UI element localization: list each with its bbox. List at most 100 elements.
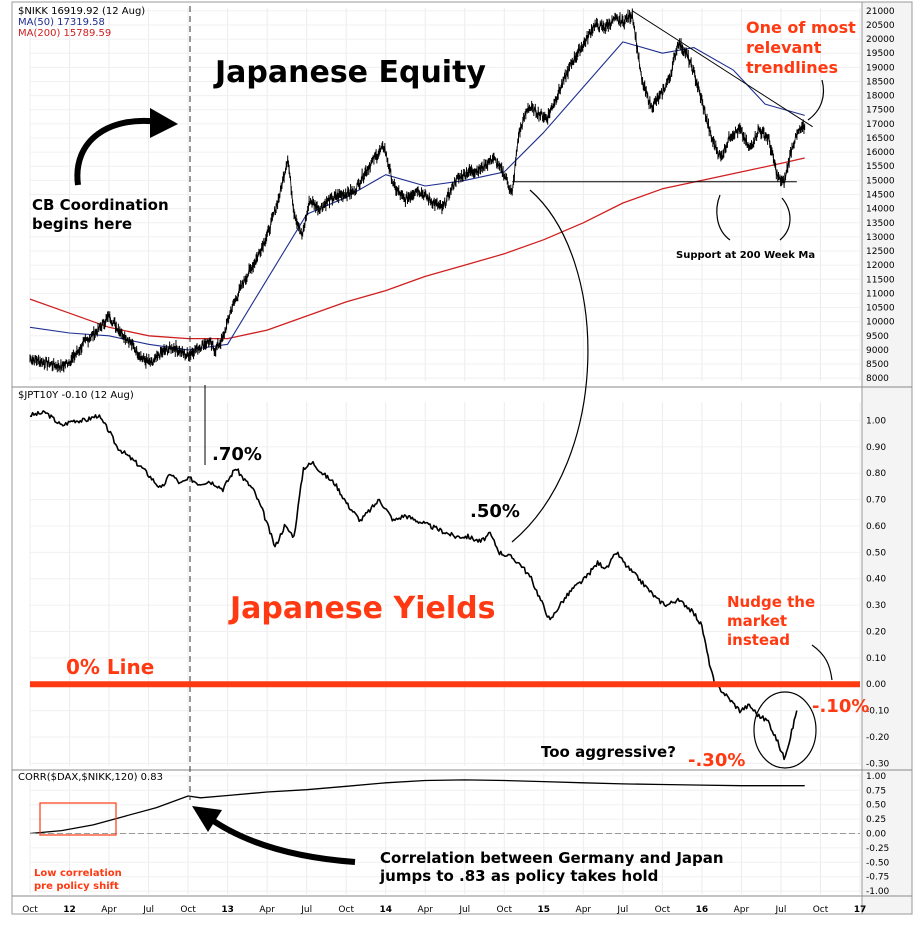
- equity-y-tick-label: 18000: [866, 92, 895, 102]
- yield-y-tick-label: 0.10: [866, 654, 886, 664]
- equity-y-tick-label: 16000: [866, 148, 895, 158]
- yield-y-tick-label: 0.30: [866, 601, 886, 611]
- yield-legend-label: $JPT10Y -0.10 (12 Aug): [18, 390, 134, 401]
- equity-y-tick-label: 9000: [866, 346, 889, 356]
- yield-y-tick-label: 0.50: [866, 548, 886, 558]
- trendline-annotation-1: One of most: [746, 18, 856, 37]
- yield-y-tick-label: -0.10: [866, 707, 890, 717]
- trend-annotation-arrow: [807, 79, 825, 121]
- corr-y-tick-label: -0.50: [866, 858, 890, 868]
- correlation-annotation-1: Correlation between Germany and Japan: [380, 849, 724, 867]
- x-tick-label: 12: [63, 905, 76, 915]
- equity-y-tick-label: 19000: [866, 63, 895, 73]
- x-tick-label: Apr: [734, 905, 750, 915]
- yield-y-tick-label: 0.20: [866, 627, 886, 637]
- yield-y-tick-label: 0.90: [866, 443, 886, 453]
- corr-legend-label: CORR($DAX,$NIKK,120) 0.83: [18, 772, 163, 783]
- x-tick-label: Jul: [775, 905, 787, 915]
- equity-y-tick-label: 11000: [866, 289, 895, 299]
- corr-line: [29, 779, 805, 835]
- x-tick-label: 17: [854, 905, 867, 915]
- x-tick-label: Jul: [616, 905, 628, 915]
- corr-arrow: [203, 812, 356, 865]
- negative-yield-circle: [753, 691, 817, 769]
- x-tick-label: Oct: [655, 905, 671, 915]
- equity-y-tick-label: 16500: [866, 134, 895, 144]
- jpt10y-line: [29, 410, 798, 761]
- x-tick-label: 14: [379, 905, 392, 915]
- equity-y-tick-label: 14500: [866, 191, 895, 201]
- x-tick-label: Apr: [417, 905, 433, 915]
- trendline: [632, 10, 813, 128]
- corr-y-tick-label: 0.25: [866, 815, 886, 825]
- equity-y-tick-label: 19500: [866, 49, 895, 59]
- equity-y-tick-label: 8000: [866, 374, 889, 384]
- cb-arrow: [74, 117, 161, 186]
- yield-50-annotation: .50%: [470, 501, 520, 522]
- equity-y-tick-label: 11500: [866, 275, 895, 285]
- annotation-arrows: [74, 79, 833, 865]
- equity-y-tick-label: 13000: [866, 233, 895, 243]
- x-tick-label: Oct: [180, 905, 196, 915]
- ma200-line: [29, 157, 805, 340]
- yield-y-tick-label: 0.80: [866, 469, 886, 479]
- corr-y-tick-label: -1.00: [866, 887, 890, 897]
- nudge-annotation-1: Nudge the: [727, 593, 815, 611]
- x-tick-label: Apr: [101, 905, 117, 915]
- equity-y-tick-label: 13500: [866, 219, 895, 229]
- low-correlation-annotation-1: Low correlation: [34, 868, 122, 879]
- x-tick-label: Jul: [142, 905, 154, 915]
- yield-y-tick-label: -0.20: [866, 733, 890, 743]
- equity-y-tick-label: 21000: [866, 7, 895, 17]
- equity-y-tick-label: 12000: [866, 261, 895, 271]
- x-tick-label: Oct: [22, 905, 38, 915]
- correlation-annotation-2: jumps to .83 as policy takes hold: [379, 867, 658, 885]
- yield-y-tick-label: -0.30: [866, 759, 890, 769]
- x-tick-label: 15: [538, 905, 551, 915]
- corr-y-tick-label: -0.25: [866, 844, 889, 854]
- equity-y-tick-label: 20000: [866, 35, 895, 45]
- cb-coordination-annotation-2: begins here: [32, 215, 132, 233]
- nikkei-legend: $NIKK 16919.92 (12 Aug) MA(50) 17319.58 …: [18, 6, 145, 39]
- equity-y-tick-label: 10500: [866, 304, 895, 314]
- support-annotation: Support at 200 Week Ma: [676, 250, 815, 261]
- equity-y-tick-label: 17500: [866, 106, 895, 116]
- nikkei-legend-label: $NIKK 16919.92 (12 Aug): [18, 6, 145, 17]
- support-arrow-right: [779, 197, 791, 241]
- x-tick-label: Jul: [300, 905, 312, 915]
- equity-y-tick-label: 15000: [866, 176, 895, 186]
- nudge-annotation-3: instead: [727, 631, 790, 649]
- corr-arrowhead: [192, 806, 222, 832]
- yields-title: Japanese Yields: [228, 591, 495, 626]
- equity-y-tick-label: 8500: [866, 360, 889, 370]
- yield-y-tick-label: 0.60: [866, 522, 886, 532]
- low-correlation-annotation-2: pre policy shift: [34, 881, 119, 892]
- corr-y-tick-label: 0.00: [866, 830, 886, 840]
- equity-y-tick-label: 10000: [866, 318, 895, 328]
- nikkei-price-line: [29, 12, 806, 371]
- yield-y-tick-label: 0.70: [866, 496, 886, 506]
- corr-y-tick-label: 0.75: [866, 786, 886, 796]
- equity-y-tick-label: 14000: [866, 205, 895, 215]
- yield-minus-30-annotation: -.30%: [688, 750, 745, 771]
- yield-y-tick-label: 1.00: [866, 416, 886, 426]
- equity-title: Japanese Equity: [213, 55, 486, 90]
- ma200-legend-label: MA(200) 15789.59: [18, 28, 111, 39]
- nudge-annotation-2: market: [727, 612, 787, 630]
- low-correlation-box: [39, 802, 117, 836]
- support-arrow-left: [716, 194, 731, 241]
- equity-y-tick-label: 20500: [866, 21, 895, 31]
- x-tick-label: Apr: [259, 905, 275, 915]
- x-tick-label: 13: [221, 905, 234, 915]
- equity-y-tick-label: 15500: [866, 162, 895, 172]
- x-tick-label: Oct: [338, 905, 354, 915]
- equity-y-tick-label: 18500: [866, 77, 895, 87]
- cb-arrowhead: [150, 108, 178, 138]
- corr-y-tick-label: -0.75: [866, 873, 889, 883]
- equity-y-tick-label: 12500: [866, 247, 895, 257]
- ma50-legend-label: MA(50) 17319.58: [18, 17, 105, 28]
- corr-y-tick-label: 1.00: [866, 772, 886, 782]
- corr-y-tick-label: 0.50: [866, 801, 886, 811]
- trendline-annotation-2: relevant: [746, 38, 822, 57]
